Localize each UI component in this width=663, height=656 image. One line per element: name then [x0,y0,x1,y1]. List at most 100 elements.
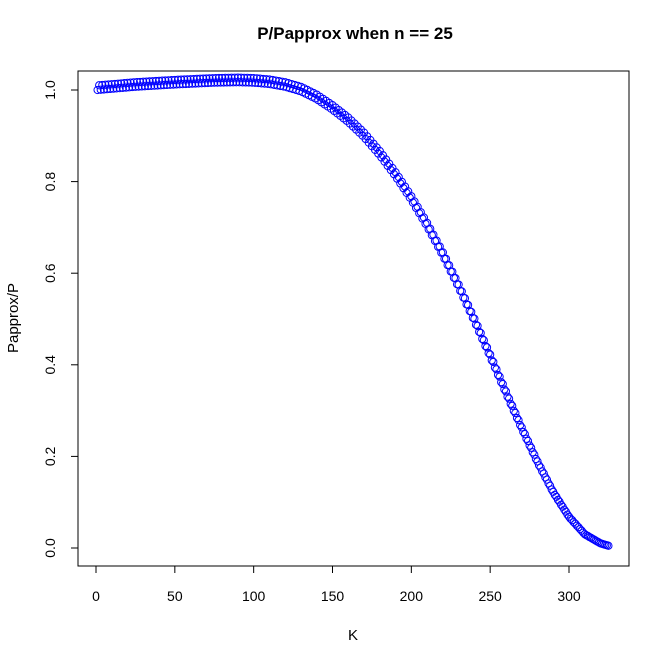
data-point [125,83,134,92]
data-point [95,81,104,90]
data-point [175,80,184,89]
data-point [189,74,198,84]
data-point [476,328,485,338]
data-point [257,79,266,88]
x-tick-label: 200 [400,588,424,604]
data-point [260,79,269,88]
x-tick-label: 100 [242,588,266,604]
data-point [448,267,457,276]
data-point [110,79,120,89]
data-point [208,74,217,83]
data-point [489,357,498,367]
data-point [519,427,528,437]
data-point [148,77,157,86]
data-point [527,443,536,452]
data-point [255,74,265,83]
data-point [197,79,206,88]
data-point [188,79,197,88]
data-point [523,436,533,446]
data-point [126,78,135,87]
data-point [500,385,509,394]
data-point [137,82,146,91]
data-point [218,73,227,83]
data-point [102,85,112,94]
data-point [506,399,515,408]
data-point [509,406,518,416]
data-point [93,85,102,95]
data-point [241,78,250,87]
data-point [177,75,186,84]
data-point [254,78,263,88]
data-point [123,78,132,87]
data-point [454,280,463,289]
data-point [134,82,143,91]
data-point [503,392,512,401]
data-point [244,78,254,87]
data-point [517,423,526,432]
data-point [516,421,525,430]
data-point [164,76,173,85]
x-tick-label: 50 [167,588,183,604]
data-point [236,73,246,82]
data-point [211,73,220,83]
data-point [147,81,156,90]
data-point [230,73,239,82]
data-point [161,76,170,85]
data-point [262,75,271,84]
x-tick-label: 150 [321,588,345,604]
data-point [113,79,123,88]
data-point [495,372,504,381]
chart-title: P/Papprox when n == 25 [257,24,453,43]
data-point [504,394,514,403]
data-point [271,76,280,85]
data-point [486,350,495,359]
data-point [166,80,175,89]
data-point [531,454,540,464]
data-point [232,78,241,87]
data-point [484,349,493,358]
data-point [181,79,190,89]
data-point [487,356,496,365]
data-point [194,79,203,88]
data-point [225,78,235,87]
data-point [158,76,167,85]
data-point [525,441,534,450]
data-point [199,74,208,83]
data-point [251,78,260,87]
data-point [183,75,192,84]
data-point [109,84,118,93]
data-point [99,85,108,94]
data-point [229,78,238,87]
data-point [167,76,176,85]
data-point [192,74,202,83]
data-point [481,341,490,351]
data-point [508,401,517,410]
data-point [145,77,154,86]
data-point [106,84,115,94]
data-point [475,327,484,336]
data-point [445,261,454,270]
data-point [479,336,488,345]
data-point [159,81,168,90]
data-point [252,74,261,83]
data-point [120,79,129,88]
data-point [115,84,124,93]
x-tick-label: 250 [478,588,502,604]
data-point [195,74,205,83]
data-point [128,82,137,92]
data-point [112,84,121,93]
data-point [243,73,252,83]
data-point [493,370,503,380]
data-point [184,79,194,88]
data-point [156,81,165,90]
data-point [492,365,501,374]
data-point [268,75,277,85]
data-point [132,78,142,87]
data-point [180,75,189,84]
data-point [277,77,287,86]
data-point [178,80,187,89]
data-point [490,363,499,372]
data-point [186,75,195,84]
data-point [172,80,181,89]
plot-frame [77,70,630,567]
